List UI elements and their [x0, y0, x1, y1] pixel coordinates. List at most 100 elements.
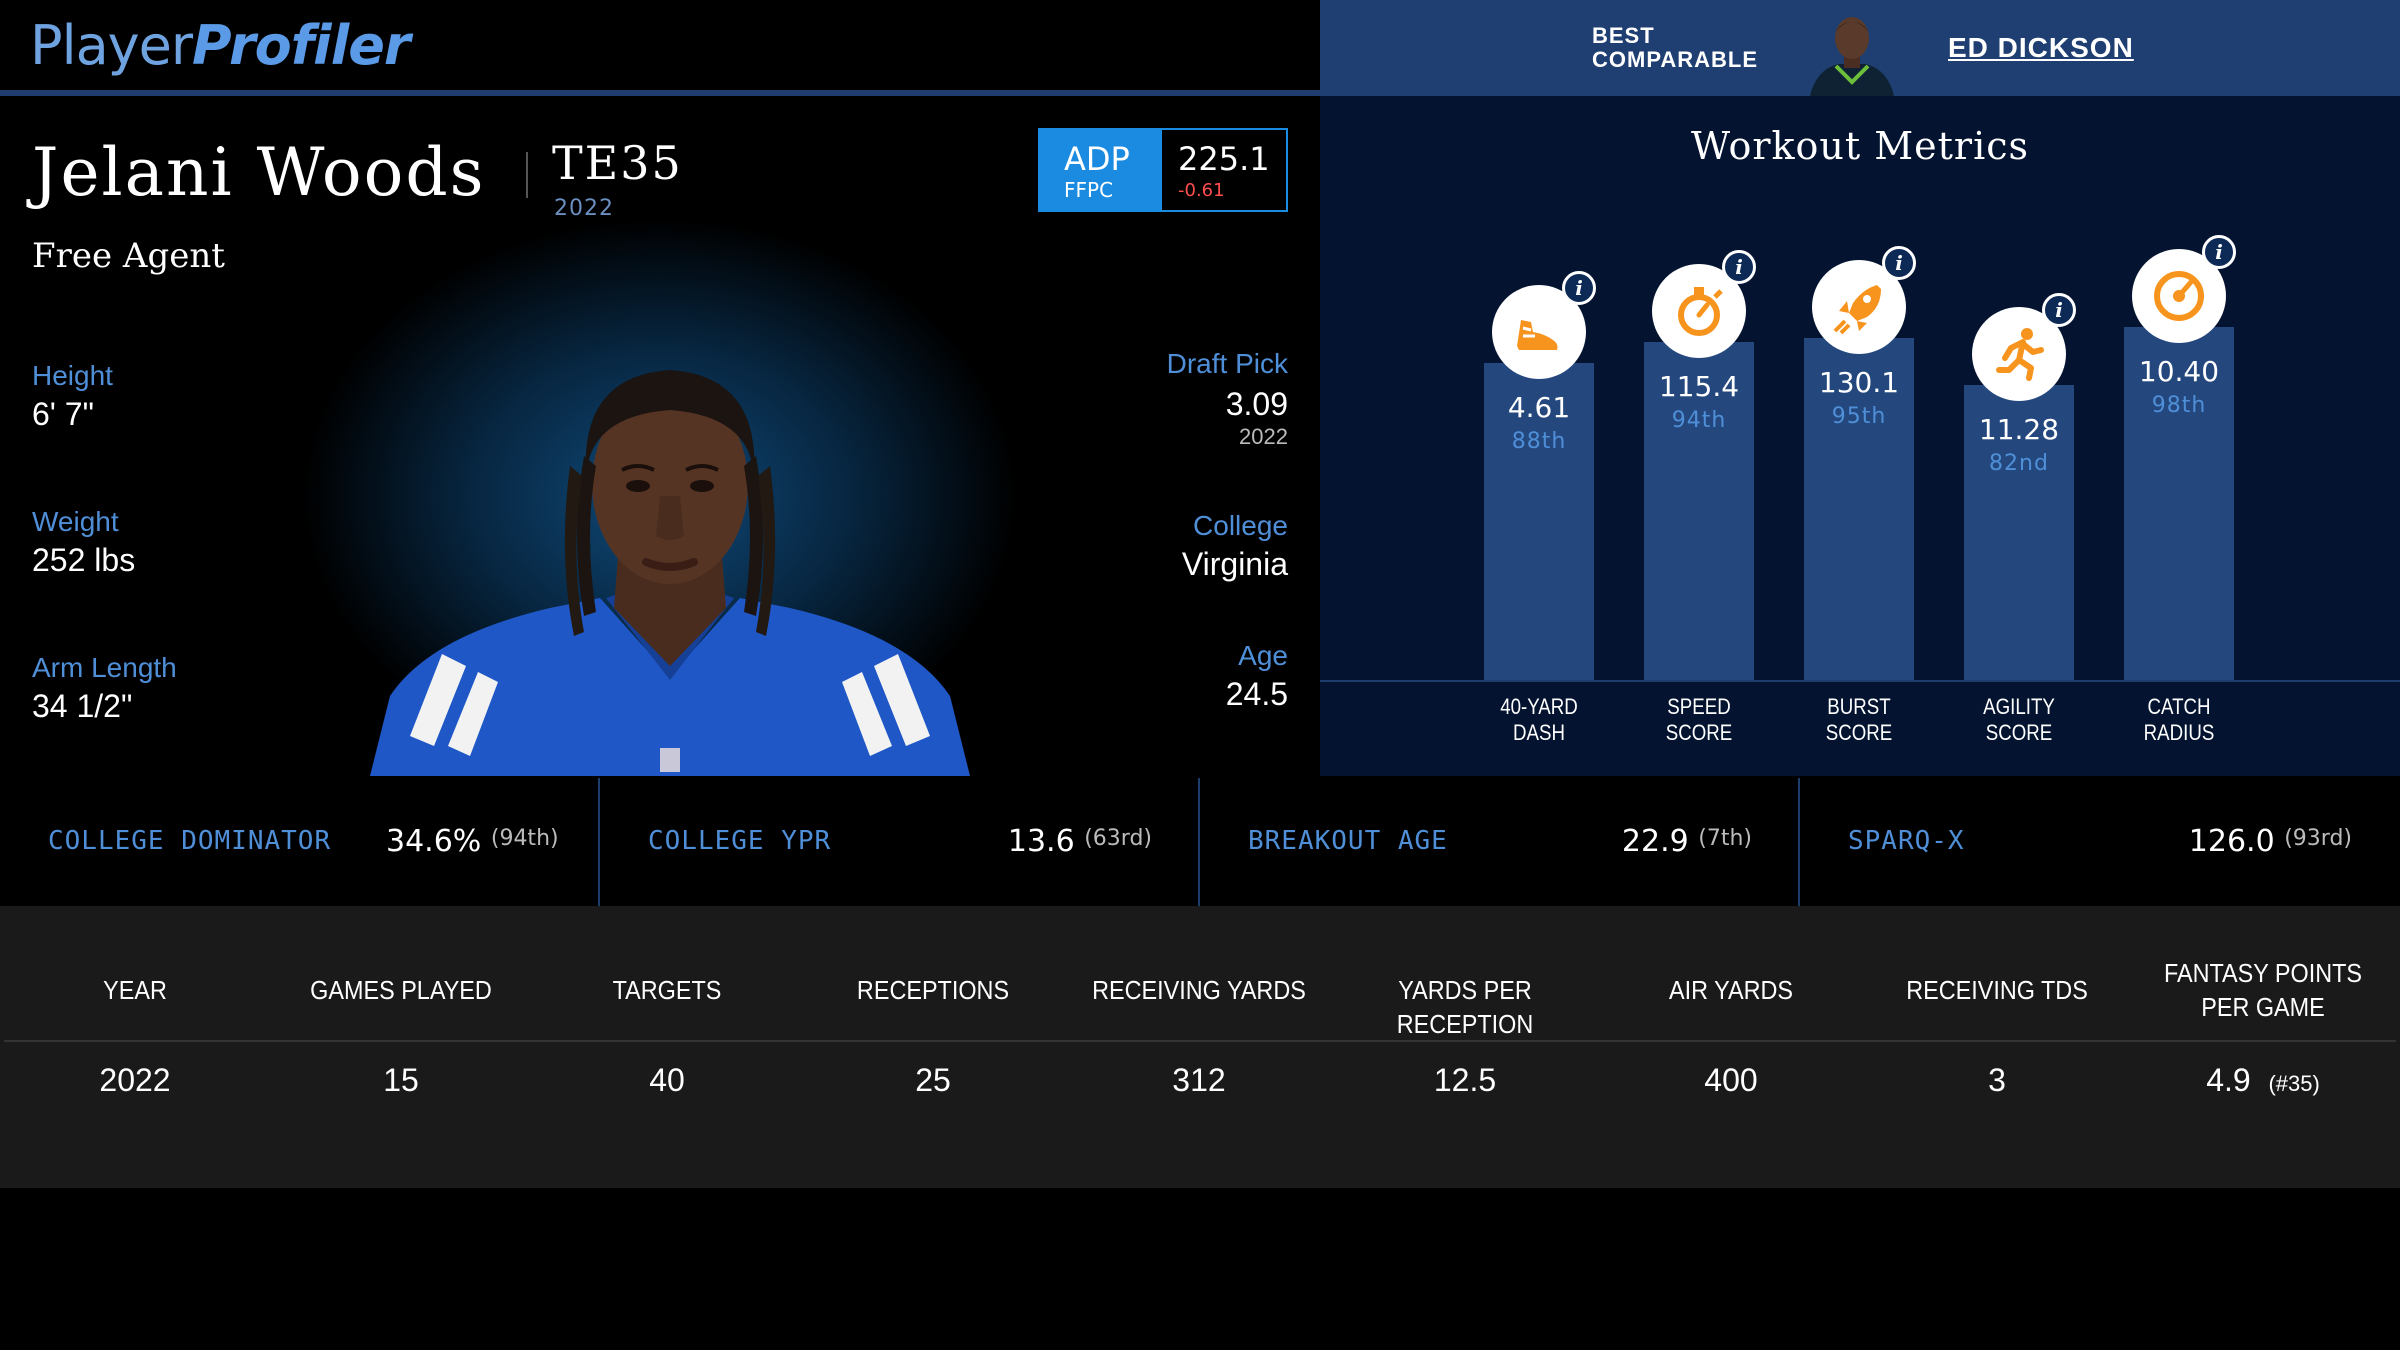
- metric-breakout-age[interactable]: BREAKOUT AGE 22.9 (7th): [1200, 778, 1800, 906]
- info-icon[interactable]: i: [1722, 250, 1756, 284]
- workout-label: AGILITY SCORE: [1951, 694, 2087, 746]
- height-label: Height: [32, 360, 113, 391]
- age-label: Age: [1238, 640, 1288, 671]
- metric-percentile: (7th): [1698, 826, 1752, 851]
- metric-percentile: (93rd): [2284, 826, 2352, 851]
- workout-percentile: 95th: [1831, 404, 1887, 429]
- workout-label: BURST SCORE: [1791, 694, 1927, 746]
- adp-site: FFPC: [1064, 178, 1114, 202]
- adp-label: ADP: [1064, 140, 1130, 178]
- arm-length-label: Arm Length: [32, 652, 177, 683]
- cell-yards-per-reception: 12.5: [1433, 1062, 1497, 1098]
- metric-divider: [1798, 778, 1800, 906]
- player-profile-panel: Jelani Woods TE35 2022 Free Agent ADP FF…: [0, 96, 1320, 776]
- workout-value: 10.40: [2138, 355, 2220, 388]
- best-comparable-line2: COMPARABLE: [1592, 47, 1759, 72]
- player-name: Jelani Woods: [32, 134, 486, 211]
- workout-label-line2: SCORE: [1665, 720, 1733, 745]
- workout-percentile: 82nd: [1989, 451, 2049, 476]
- workout-label-line2: DASH: [1513, 720, 1565, 745]
- adp-change: -0.61: [1178, 180, 1225, 201]
- column-header-targets[interactable]: TARGETS: [612, 975, 722, 1005]
- column-header-year[interactable]: YEAR: [103, 975, 167, 1005]
- workout-label-line1: 40-YARD: [1500, 694, 1578, 719]
- weight-value: 252 lbs: [32, 542, 136, 578]
- draft-year: 2022: [1239, 424, 1288, 449]
- metric-number: 22.9: [1621, 824, 1689, 859]
- header-left: PlayerProfiler: [0, 0, 1320, 90]
- weight-label: Weight: [32, 506, 119, 537]
- metric-divider: [1198, 778, 1200, 906]
- comparable-player-avatar[interactable]: [1802, 8, 1902, 96]
- adp-value: 225.1: [1178, 140, 1270, 178]
- workout-label-line2: SCORE: [1825, 720, 1893, 745]
- position-rank: TE35: [552, 136, 683, 190]
- workout-percentile: 88th: [1511, 429, 1567, 454]
- column-header-receiving-tds[interactable]: RECEIVING TDS: [1906, 975, 2088, 1005]
- metric-sparq-x[interactable]: SPARQ-X 126.0 (93rd): [1800, 778, 2400, 906]
- season-stats-table: YEAR GAMES PLAYED TARGETS RECEPTIONS REC…: [0, 906, 2400, 1188]
- page-footer-space: [0, 1188, 2400, 1350]
- column-header-fantasy-points-per-game[interactable]: FANTASY POINTS PER GAME: [2163, 958, 2363, 1022]
- column-header-air-yards[interactable]: AIR YARDS: [1669, 975, 1793, 1005]
- info-icon[interactable]: i: [1562, 271, 1596, 305]
- workout-percentile: 94th: [1671, 408, 1727, 433]
- draft-pick-label: Draft Pick: [1166, 348, 1288, 379]
- column-header-yards-per-reception[interactable]: YARDS PER RECEPTION: [1396, 975, 1534, 1039]
- metric-label: COLLEGE DOMINATOR: [48, 826, 332, 856]
- column-header-receiving-yards[interactable]: RECEIVING YARDS: [1092, 975, 1306, 1005]
- column-header-receptions[interactable]: RECEPTIONS: [856, 975, 1010, 1005]
- metric-value: 13.6 (63rd): [1008, 824, 1152, 859]
- fppg-value: 4.9: [2206, 1062, 2251, 1098]
- age-value: 24.5: [1225, 676, 1288, 712]
- workout-label: CATCH RADIUS: [2111, 694, 2247, 746]
- workout-percentile: 98th: [2151, 393, 2207, 418]
- college-label: College: [1193, 510, 1288, 541]
- metric-college-ypr[interactable]: COLLEGE YPR 13.6 (63rd): [600, 778, 1200, 906]
- metric-value: 126.0 (93rd): [2189, 824, 2352, 859]
- metric-label: BREAKOUT AGE: [1248, 826, 1448, 856]
- info-icon[interactable]: i: [1882, 246, 1916, 280]
- workout-label-line1: CATCH: [2147, 694, 2211, 719]
- cell-fantasy-points-per-game: 4.9 (#35): [2130, 1062, 2396, 1099]
- workout-bar: [2124, 327, 2234, 680]
- draft-pick-value: 3.09: [1225, 386, 1288, 422]
- metric-divider: [598, 778, 600, 906]
- best-comparable-line1: BEST: [1592, 23, 1655, 48]
- cell-air-yards: 400: [1704, 1062, 1758, 1098]
- workout-bar: [1644, 342, 1754, 680]
- workout-label-line2: SCORE: [1985, 720, 2053, 745]
- workout-label-line1: AGILITY: [1983, 694, 2055, 719]
- workout-value: 130.1: [1818, 366, 1900, 399]
- player-photo: [370, 370, 970, 776]
- fppg-rank: (#35): [2268, 1071, 2320, 1096]
- column-header-games-played[interactable]: GAMES PLAYED: [310, 975, 492, 1005]
- metric-number: 13.6: [1007, 824, 1075, 859]
- cell-games-played: 15: [383, 1062, 419, 1098]
- workout-bar: [1964, 385, 2074, 680]
- metric-percentile: (63rd): [1084, 826, 1152, 851]
- site-logo[interactable]: PlayerProfiler: [30, 14, 410, 77]
- logo-text-player: Player: [30, 14, 193, 77]
- workout-label: 40-YARD DASH: [1471, 694, 1607, 746]
- adp-badge[interactable]: ADP FFPC 225.1 -0.61: [1038, 128, 1288, 212]
- best-comparable-label: BEST COMPARABLE: [1592, 24, 1758, 72]
- cell-targets: 40: [649, 1062, 685, 1098]
- best-comparable-bar: BEST COMPARABLE ED DICKSON: [1320, 0, 2400, 96]
- college-metrics-strip: COLLEGE DOMINATOR 34.6% (94th) COLLEGE Y…: [0, 778, 2400, 906]
- workout-label: SPEED SCORE: [1631, 694, 1767, 746]
- name-divider: [526, 152, 528, 198]
- college-value: Virginia: [1181, 546, 1288, 582]
- info-icon[interactable]: i: [2202, 235, 2236, 269]
- cell-receiving-yards: 312: [1172, 1062, 1226, 1098]
- info-icon[interactable]: i: [2042, 293, 2076, 327]
- metric-percentile: (94th): [490, 826, 559, 851]
- workout-label-line2: RADIUS: [2143, 720, 2215, 745]
- position-rank-year: 2022: [554, 196, 614, 221]
- table-header-divider: [4, 1040, 2396, 1042]
- metric-number: 126.0: [2188, 824, 2275, 859]
- adp-label-block: [1040, 130, 1162, 210]
- metric-number: 34.6%: [386, 824, 482, 859]
- metric-college-dominator[interactable]: COLLEGE DOMINATOR 34.6% (94th): [0, 778, 600, 906]
- comparable-player-link[interactable]: ED DICKSON: [1948, 32, 2134, 63]
